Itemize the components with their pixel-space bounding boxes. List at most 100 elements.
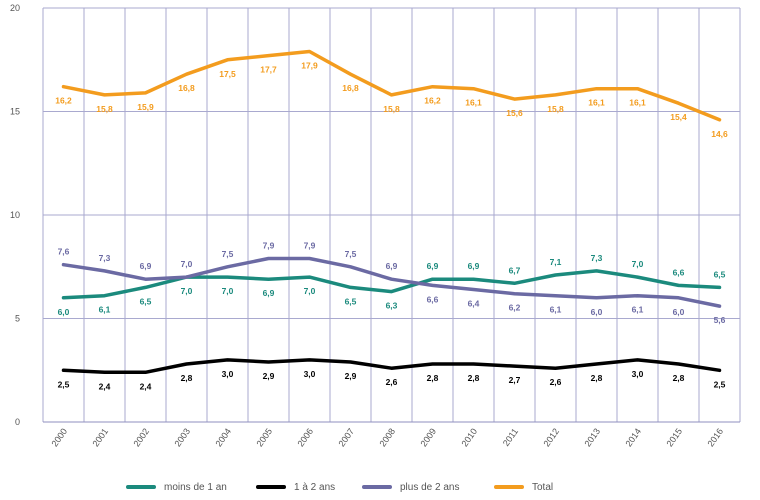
data-label: 6,1	[632, 305, 644, 315]
data-label: 2,4	[99, 381, 111, 391]
data-label: 2,9	[263, 371, 275, 381]
data-label: 3,0	[222, 369, 234, 379]
y-tick-label: 10	[10, 210, 20, 220]
data-label: 7,0	[222, 286, 234, 296]
data-label: 17,5	[219, 69, 236, 79]
data-label: 16,8	[178, 83, 195, 93]
data-label: 15,9	[137, 102, 154, 112]
legend-label: 1 à 2 ans	[294, 481, 336, 493]
data-label: 16,2	[55, 96, 72, 106]
x-tick-label: 2014	[623, 426, 643, 448]
legend-label: plus de 2 ans	[400, 481, 460, 493]
x-tick-label: 2011	[501, 426, 520, 448]
x-tick-label: 2008	[377, 426, 397, 448]
data-label: 6,2	[509, 303, 521, 313]
legend-swatch	[362, 485, 392, 489]
legend-swatch	[494, 485, 524, 489]
legend-item: Total	[494, 478, 553, 496]
x-tick-label: 2004	[213, 426, 233, 448]
data-label: 6,7	[509, 265, 521, 275]
data-label: 7,0	[181, 286, 193, 296]
data-label: 6,6	[427, 294, 439, 304]
data-label: 7,0	[632, 259, 644, 269]
data-label: 16,2	[424, 96, 441, 106]
data-label: 7,1	[550, 257, 562, 267]
axes: 0 5 10 15 20 2000 2001 2002 2003 2004 2005 2006 2007…	[10, 3, 740, 449]
data-label: 6,9	[468, 261, 480, 271]
data-label: 7,3	[591, 253, 603, 263]
data-label: 16,1	[465, 98, 482, 108]
data-label: 6,9	[427, 261, 439, 271]
data-label: 6,0	[591, 307, 603, 317]
y-tick-label: 0	[15, 417, 20, 427]
data-label: 2,8	[673, 373, 685, 383]
data-label: 2,5	[58, 379, 70, 389]
x-tick-label: 2002	[131, 426, 151, 448]
x-tick-label: 2012	[541, 426, 561, 448]
legend-label: moins de 1 an	[164, 481, 227, 493]
data-label: 6,1	[99, 305, 111, 315]
x-tick-label: 2003	[172, 426, 192, 448]
legend-item: 1 à 2 ans	[256, 478, 335, 496]
data-label: 17,7	[260, 65, 277, 75]
x-tick-label: 2001	[90, 426, 110, 448]
data-label: 2,6	[550, 377, 562, 387]
x-tick-label: 2013	[582, 426, 602, 448]
x-tick-label: 2016	[705, 426, 725, 448]
chart-svg: 0 5 10 15 20 2000 2001 2002 2003 2004 2005 2006 2007…	[10, 3, 741, 449]
data-label: 7,9	[263, 240, 275, 250]
data-label: 6,9	[263, 288, 275, 298]
data-labels: 6,0 6,1 6,5 7,0 7,0 6,9 7,0 6,5 6,3 6,9 6,9 6,7 7,1 7…	[55, 60, 728, 391]
series-line	[61, 49, 722, 122]
y-tick-label: 5	[15, 314, 20, 324]
data-label: 6,0	[58, 307, 70, 317]
data-label: 6,3	[386, 301, 398, 311]
data-label: 16,1	[629, 98, 646, 108]
series-lines	[61, 49, 722, 375]
data-label: 2,7	[509, 375, 521, 385]
data-label: 15,6	[506, 108, 523, 118]
y-tick-label: 15	[10, 107, 20, 117]
data-label: 6,0	[673, 307, 685, 317]
data-label: 7,5	[345, 249, 357, 259]
x-tick-label: 2009	[418, 426, 438, 448]
x-tick-label: 2006	[295, 426, 315, 448]
data-label: 6,9	[140, 261, 152, 271]
legend: moins de 1 an 1 à 2 ans plus de 2 ans Total	[0, 478, 760, 496]
data-label: 2,8	[181, 373, 193, 383]
data-label: 6,1	[550, 305, 562, 315]
data-label: 7,0	[181, 259, 193, 269]
data-label: 15,4	[670, 112, 687, 122]
data-label: 7,3	[99, 253, 111, 263]
data-label: 2,4	[140, 381, 152, 391]
data-label: 6,6	[673, 267, 685, 277]
data-label: 3,0	[632, 369, 644, 379]
data-label: 2,6	[386, 377, 398, 387]
data-label: 6,5	[714, 269, 726, 279]
data-label: 2,8	[427, 373, 439, 383]
legend-label: Total	[532, 481, 554, 493]
data-label: 2,5	[714, 379, 726, 389]
series-line	[61, 256, 722, 308]
data-label: 7,5	[222, 249, 234, 259]
data-label: 15,8	[383, 104, 400, 114]
legend-swatch	[256, 485, 286, 489]
data-label: 3,0	[304, 369, 316, 379]
series-line	[61, 269, 722, 300]
legend-item: moins de 1 an	[126, 478, 227, 496]
data-label: 17,9	[301, 60, 318, 70]
data-label: 14,6	[711, 129, 728, 139]
series-line	[61, 358, 722, 375]
data-label: 5,6	[714, 315, 726, 325]
data-label: 6,9	[386, 261, 398, 271]
data-label: 2,8	[591, 373, 603, 383]
x-tick-label: 2015	[664, 426, 684, 448]
data-label: 2,9	[345, 371, 357, 381]
data-label: 7,0	[304, 286, 316, 296]
x-tick-label: 2000	[49, 426, 69, 448]
x-tick-label: 2010	[459, 426, 479, 448]
legend-swatch	[126, 485, 156, 489]
x-tick-label: 2005	[254, 426, 274, 448]
data-label: 15,8	[96, 104, 113, 114]
